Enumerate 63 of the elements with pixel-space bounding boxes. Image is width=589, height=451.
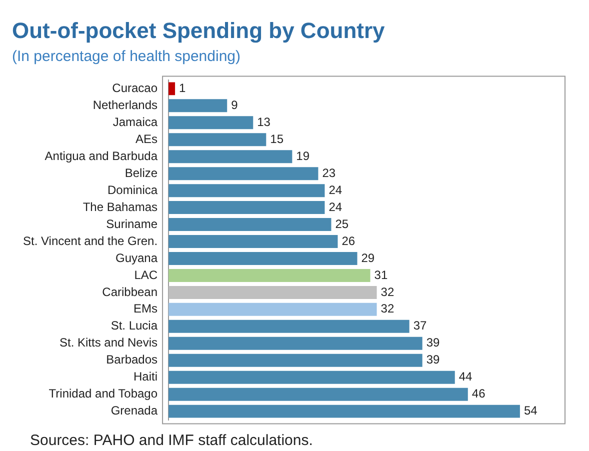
source-note: Sources: PAHO and IMF staff calculations.	[30, 432, 313, 449]
y-tick-label: Guyana	[116, 250, 158, 265]
data-label: 54	[524, 404, 538, 418]
y-tick-label: Belize	[124, 166, 158, 180]
data-label: 1	[179, 81, 186, 96]
bar	[168, 99, 228, 112]
bar	[168, 370, 455, 384]
bar	[168, 404, 520, 418]
y-tick-label: AEs	[136, 132, 158, 146]
y-tick-label: Grenada	[110, 404, 158, 418]
bar	[168, 184, 325, 198]
y-tick-label: Barbados	[106, 352, 158, 367]
data-label: 39	[426, 352, 440, 367]
y-tick-label: Haiti	[134, 370, 158, 384]
data-label: 23	[322, 166, 336, 180]
bar	[168, 116, 254, 130]
y-tick-label: Caribbean	[102, 284, 158, 299]
bar	[168, 320, 410, 333]
bar	[168, 388, 468, 401]
bar	[168, 133, 266, 146]
y-tick-label: St. Kitts and Nevis	[59, 336, 158, 350]
bar	[168, 336, 422, 350]
data-label: 24	[328, 200, 342, 214]
y-tick-label: Suriname	[106, 216, 158, 231]
data-label: 44	[458, 370, 473, 384]
y-tick-label: Curacao	[112, 81, 158, 96]
bar	[168, 82, 176, 96]
bar	[168, 150, 292, 164]
y-tick-label: EMs	[134, 302, 158, 316]
bar	[168, 252, 358, 265]
chart-title: Out-of-pocket Spending by Country	[12, 18, 385, 44]
data-label: 19	[296, 148, 310, 163]
y-tick-label: St. Vincent and the Gren.	[23, 234, 158, 248]
data-label: 32	[380, 284, 394, 299]
bar	[168, 302, 377, 316]
data-label: 26	[342, 234, 356, 248]
y-tick-label: Trinidad and Tobago	[48, 386, 158, 401]
bar	[168, 167, 318, 180]
data-label: 31	[374, 268, 388, 282]
y-tick-label: St. Lucia	[110, 318, 158, 333]
bar	[168, 218, 332, 232]
data-label: 46	[472, 386, 486, 401]
y-tick-label: The Bahamas	[82, 200, 158, 214]
y-tick-label: Dominica	[108, 182, 158, 197]
data-label: 25	[335, 216, 349, 231]
data-label: 15	[270, 132, 284, 146]
data-label: 32	[380, 302, 394, 316]
bar	[168, 268, 370, 282]
data-label: 39	[426, 336, 440, 350]
bar	[168, 286, 377, 299]
bar	[168, 235, 338, 248]
y-tick-label: LAC	[134, 268, 158, 282]
y-tick-label: Netherlands	[92, 98, 158, 112]
y-tick-label: Antigua and Barbuda	[44, 148, 158, 163]
bar	[168, 201, 325, 214]
data-label: 9	[231, 98, 238, 112]
bar	[168, 354, 422, 367]
data-label: 37	[413, 318, 427, 333]
chart-subtitle: (In percentage of health spending)	[12, 48, 240, 65]
y-tick-label: Jamaica	[112, 114, 158, 129]
data-label: 24	[328, 182, 342, 197]
data-label: 29	[361, 250, 375, 265]
data-label: 13	[257, 114, 271, 129]
